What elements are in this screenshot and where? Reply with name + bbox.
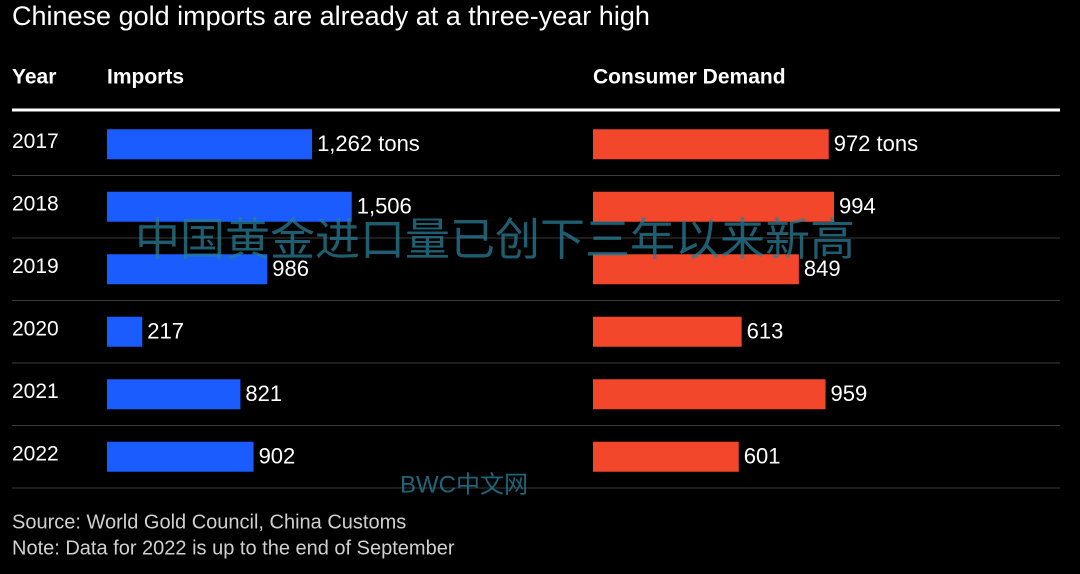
bar <box>593 379 826 410</box>
value-label: 821 <box>245 381 282 406</box>
value-label: 613 <box>747 319 784 344</box>
watermark: BWC中文网 <box>400 471 528 498</box>
row-label: 2022 <box>12 442 59 465</box>
column-header: Year <box>12 66 56 89</box>
column-header: Imports <box>107 66 184 89</box>
chart-title: Chinese gold imports are already at a th… <box>12 1 650 31</box>
value-label: 986 <box>272 256 309 281</box>
bar <box>593 129 829 160</box>
bar <box>593 316 742 347</box>
row-label: 2020 <box>12 317 59 340</box>
bar <box>593 191 835 222</box>
bar <box>107 316 143 347</box>
footnote: Note: Data for 2022 is up to the end of … <box>12 537 455 559</box>
bar <box>107 441 254 472</box>
row-label: 2017 <box>12 130 59 153</box>
bar <box>107 191 352 222</box>
row-label: 2018 <box>12 192 59 215</box>
bar <box>593 441 739 472</box>
value-label: 217 <box>147 319 184 344</box>
value-label: 1,506 <box>357 194 412 219</box>
row-label: 2019 <box>12 255 59 278</box>
value-label: 972 tons <box>834 131 918 156</box>
value-label: 849 <box>804 256 841 281</box>
column-header: Consumer Demand <box>593 66 786 89</box>
value-label: 959 <box>831 381 868 406</box>
bar <box>593 254 799 285</box>
bar <box>107 254 268 285</box>
source-note: Source: World Gold Council, China Custom… <box>12 511 406 533</box>
value-label: 994 <box>839 194 876 219</box>
value-label: 1,262 tons <box>317 131 420 156</box>
bar <box>107 379 241 410</box>
row-label: 2021 <box>12 380 59 403</box>
value-label: 902 <box>259 444 296 469</box>
watermark: 中国黄金进口量已创下三年以来新高 <box>135 214 855 265</box>
bar <box>107 129 313 160</box>
value-label: 601 <box>744 444 781 469</box>
